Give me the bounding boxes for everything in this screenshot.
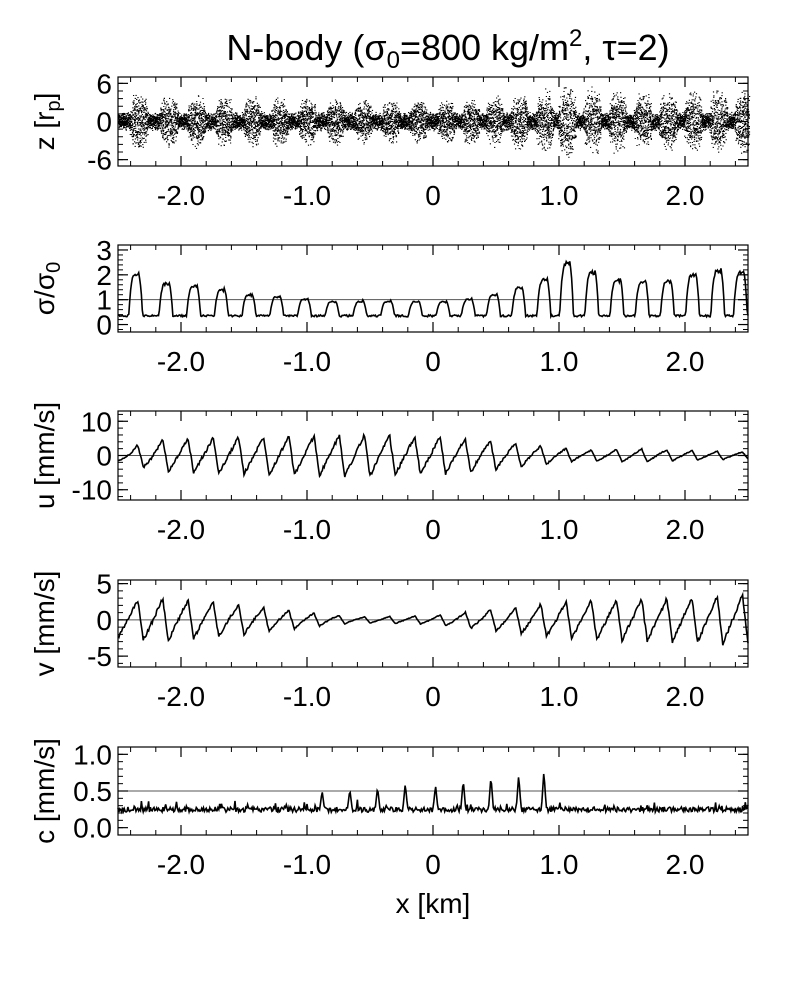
panel-z: -2.0 -1.0 0 1.0 2.0 -6 0 6 z [rp] [29,68,751,211]
y-tick-label: 1.0 [73,739,112,770]
series-line [118,432,749,479]
series-line [117,259,749,320]
x-tick-label: 2.0 [666,514,705,545]
particle-dots [118,86,751,158]
y-axis-label: z [rp] [29,93,65,151]
title-sup: 2 [569,25,582,52]
title-sub: 0 [387,47,400,74]
x-tick-label: 2.0 [666,180,705,211]
x-tick-label: -2.0 [157,180,205,211]
x-tick-label: 1.0 [540,681,579,712]
y-tick-label: 10 [81,406,112,437]
x-tick-label: -1.0 [283,849,331,880]
panel-v: -2.0 -1.0 0 1.0 2.0 -5 0 5 v [mm/s] [29,569,749,712]
title-part: =800 kg/m [400,27,569,68]
x-tick-label: 1.0 [540,346,579,377]
x-tick-label: 0 [425,180,441,211]
y-tick-label: 2 [96,260,112,291]
x-tick-label: 2.0 [666,849,705,880]
x-tick-label: -2.0 [157,346,205,377]
y-tick-label: 0 [96,107,112,138]
x-tick-label: 0 [425,514,441,545]
y-axis-label: σ/σ0 [29,262,65,315]
x-tick-label: 0 [425,346,441,377]
x-tick-label: 2.0 [666,346,705,377]
y-tick-label: 0 [96,441,112,472]
y-tick-label: -5 [87,641,112,672]
y-tick-label: 0 [96,605,112,636]
y-tick-label: 3 [96,235,112,266]
y-tick-label: 5 [96,569,112,600]
x-tick-label: 1.0 [540,849,579,880]
title-part: N-body (σ [226,27,386,68]
x-tick-label: -2.0 [157,681,205,712]
plot-frame [117,244,749,333]
panel-c: -2.0 -1.0 0 1.0 2.0 0.0 0.5 1.0 c [mm/s] [29,738,749,880]
y-tick-label: 1 [96,285,112,316]
y-tick-label: -6 [87,145,112,176]
panels: -2.0 -1.0 0 1.0 2.0 -6 0 6 z [rp] -2.0 -1.0 0 1.0 2.0… [29,68,751,880]
series-line [117,591,749,646]
series-line [117,773,749,815]
x-axis-label: x [km] [396,888,471,919]
particle-scatter [118,86,751,158]
plot-frame [117,579,749,668]
x-tick-label: 1.0 [540,514,579,545]
title-part: , τ=2) [582,27,669,68]
y-axis-label: u [mm/s] [29,402,60,509]
x-tick-label: -1.0 [283,180,331,211]
y-axis-label: c [mm/s] [29,738,60,844]
x-tick-label: -1.0 [283,514,331,545]
y-axis-label: v [mm/s] [29,571,60,677]
y-tick-label: 0 [96,310,112,341]
x-tick-label: -2.0 [157,849,205,880]
x-tick-label: 1.0 [540,180,579,211]
x-tick-label: 0 [425,849,441,880]
x-tick-label: 2.0 [666,681,705,712]
y-tick-label: 6 [96,68,112,99]
y-tick-label: 0.0 [73,813,112,844]
y-tick-label: -10 [72,475,112,506]
x-tick-label: -1.0 [283,681,331,712]
x-tick-label: 0 [425,681,441,712]
x-tick-label: -1.0 [283,346,331,377]
figure-title: N-body (σ0=800 kg/m2, τ=2) [226,25,669,74]
x-tick-label: -2.0 [157,514,205,545]
y-tick-label: 0.5 [73,776,112,807]
